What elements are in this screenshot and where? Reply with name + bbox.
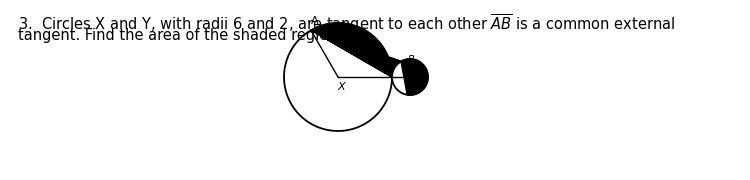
Text: B: B — [408, 55, 415, 65]
Text: X: X — [338, 82, 345, 92]
Polygon shape — [311, 23, 428, 95]
Text: tangent. Find the area of the shaded region: tangent. Find the area of the shaded reg… — [18, 28, 338, 43]
Text: A: A — [311, 16, 319, 26]
Text: 3.  Circles X and Y, with radii 6 and 2, are tangent to each other $\overline{AB: 3. Circles X and Y, with radii 6 and 2, … — [18, 12, 675, 35]
Text: Y: Y — [409, 80, 416, 90]
